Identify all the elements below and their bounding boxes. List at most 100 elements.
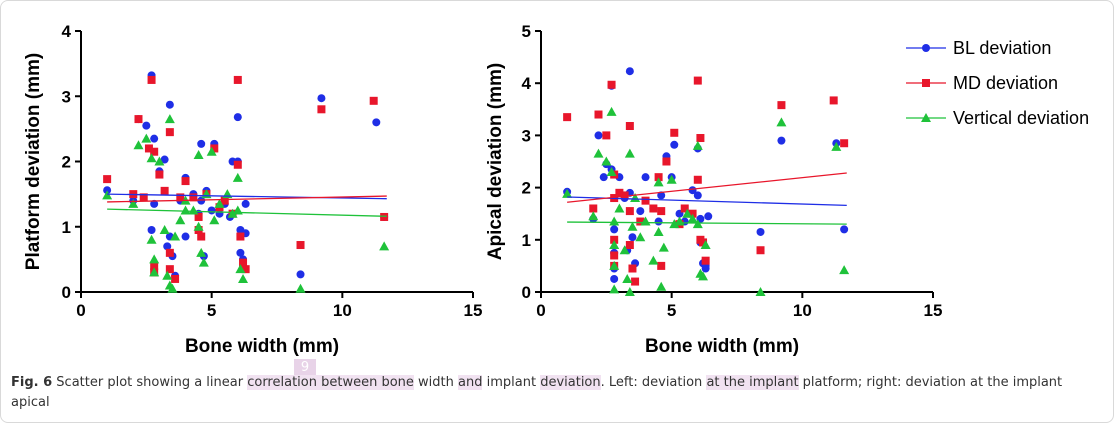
chart-2-point [602, 131, 611, 140]
chart-1-point [165, 265, 174, 274]
chart-1-point [165, 128, 174, 137]
chart-1-point [235, 264, 246, 274]
chart-2-point [657, 191, 666, 200]
chart-2-point [776, 117, 787, 127]
chart-2-point [609, 240, 620, 250]
chart-1-point [317, 94, 326, 103]
chart-1-point [193, 221, 204, 231]
chart-1-x-tick-label: 10 [333, 301, 352, 320]
chart-2-point [756, 227, 765, 236]
chart-2-point [620, 191, 629, 200]
chart-2-point [593, 148, 604, 158]
chart-2-point [610, 251, 619, 260]
chart-1-point [170, 231, 181, 241]
chart-1-point [164, 114, 175, 124]
chart-1-point [150, 261, 159, 270]
caption-segment: . Left: deviation [600, 375, 707, 390]
chart-1-point [149, 254, 160, 264]
chart-2-point [662, 157, 671, 166]
figure-label: Fig. 6 [11, 375, 53, 390]
chart-1-point [196, 247, 207, 257]
chart-1-trendline [107, 208, 387, 217]
chart-2-point [606, 106, 617, 116]
chart-2-point [631, 277, 640, 286]
chart-1-point [144, 144, 153, 153]
chart-2-point [756, 246, 765, 255]
chart-2-point [688, 209, 697, 218]
caption-highlight: and [458, 375, 483, 390]
chart-2-trendline [567, 221, 847, 225]
chart-2-point [635, 232, 646, 242]
chart-1-point [167, 283, 178, 293]
chart-2-point [610, 235, 619, 244]
chart-1-point [171, 274, 180, 283]
chart-2-point [609, 216, 620, 226]
chart-2-point [693, 76, 702, 85]
chart-1-point [236, 248, 245, 257]
chart-2-point [641, 196, 650, 205]
chart-2-point [628, 233, 637, 242]
legend-marker [922, 44, 930, 52]
chart-2-y-tick-label: 2 [522, 179, 531, 198]
chart-2-point [680, 204, 689, 213]
chart-1-x-tick-label: 0 [76, 301, 85, 320]
chart-2-point [625, 207, 634, 216]
chart-1-point [296, 241, 305, 250]
chart-2-point [654, 173, 663, 182]
chart-2-point [669, 219, 680, 229]
chart-1-point [162, 270, 173, 280]
chart-1-point [102, 190, 113, 200]
chart-2-point [693, 191, 702, 200]
legend-marker [922, 79, 930, 87]
chart-2-point [657, 207, 666, 216]
chart-2-point [840, 225, 849, 234]
chart-2-point [682, 208, 693, 218]
chart-1-point [189, 193, 198, 202]
chart-2-point [701, 256, 710, 265]
chart-2-point [658, 242, 669, 252]
chart-2-point [601, 156, 612, 166]
chart-2-y-tick-label: 0 [522, 283, 531, 302]
chart-1-point [146, 234, 157, 244]
chart-1-point [175, 215, 186, 225]
figure-caption: Fig. 6 Scatter plot showing a linear cor… [11, 373, 1101, 413]
chart-1-point [134, 115, 143, 124]
chart-2-point [656, 281, 667, 291]
chart-2-point [625, 241, 634, 250]
chart-2-point [688, 186, 697, 195]
chart-1-y-tick-label: 0 [62, 283, 71, 302]
chart-1-point [139, 193, 148, 202]
chart-2-point [622, 273, 633, 283]
chart-2-point [700, 240, 711, 250]
chart-2-point [701, 264, 710, 273]
chart-2-point [625, 67, 634, 76]
chart-1-point [142, 121, 151, 130]
chart-2-x-axis-label: Bone width (mm) [645, 336, 799, 357]
chart-1-point [193, 149, 204, 159]
chart-2-point [610, 225, 619, 234]
chart-1-point [372, 118, 381, 127]
chart-1-point [147, 226, 156, 235]
chart-2-point [594, 110, 603, 119]
chart-1-point [150, 147, 159, 156]
caption-segment: platform; right: deviation at the implan… [11, 375, 1063, 410]
chart-1-point [180, 205, 191, 215]
chart-1-point [181, 177, 190, 186]
chart-2-x-tick-label: 0 [536, 301, 545, 320]
chart-2-point [630, 193, 641, 203]
chart-1-trendline [107, 195, 387, 203]
chart-1-y-tick-label: 2 [62, 153, 71, 172]
chart-1-y-tick-label: 4 [62, 22, 72, 41]
chart-1-point [194, 212, 203, 221]
chart-1-x-tick-label: 5 [207, 301, 216, 320]
chart-1-point [103, 175, 112, 184]
chart-2-point [619, 245, 630, 255]
chart-2-point [653, 177, 664, 187]
chart-1-point [150, 199, 159, 208]
legend-label: MD deviation [953, 73, 1058, 93]
chart-1-point [295, 283, 306, 293]
chart-1-y-tick-label: 3 [62, 87, 71, 106]
chart-1-point [197, 232, 206, 241]
chart-1-point [241, 265, 250, 274]
